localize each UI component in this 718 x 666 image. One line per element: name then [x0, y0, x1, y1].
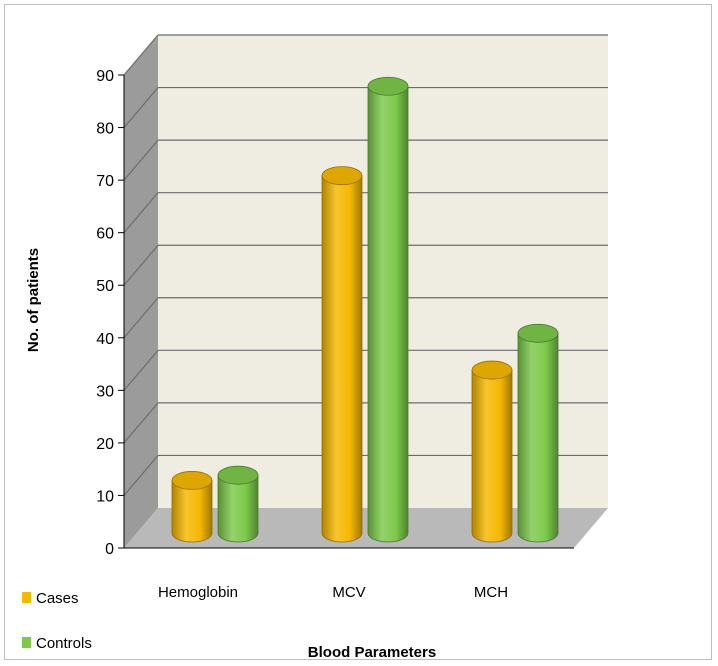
gridline-side [123, 455, 159, 496]
bar-top [367, 76, 409, 96]
bar-body [367, 85, 409, 543]
bar-top [217, 465, 259, 485]
y-tick-label: 0 [105, 541, 114, 558]
x-tick-label: MCH [474, 584, 508, 601]
bar-cases-hemoglobin [171, 471, 213, 543]
side-wall [124, 35, 158, 548]
y-tick-label: 20 [96, 436, 114, 453]
legend-label-controls: Controls [36, 635, 92, 652]
bar-top [517, 323, 559, 343]
y-axis-title: No. of patients [25, 248, 42, 352]
legend-label-cases: Cases [36, 590, 79, 607]
x-axis-title: Blood Parameters [308, 644, 436, 661]
bar-cases-mch [471, 360, 513, 543]
y-tick-label: 90 [96, 68, 114, 85]
bar-body [217, 474, 259, 543]
y-tick-label: 40 [96, 331, 114, 348]
y-tick-label: 10 [96, 488, 114, 505]
gridline-side [123, 349, 159, 391]
y-tick-label: 50 [96, 278, 114, 295]
bar-top [321, 166, 363, 186]
gridline-side [123, 402, 159, 444]
x-tick-label: Hemoglobin [158, 584, 238, 601]
bar-body [517, 332, 559, 543]
gridline-side [123, 244, 159, 286]
y-tick-label: 70 [96, 173, 114, 190]
bar-controls-mch [517, 323, 559, 543]
gridline-side [123, 297, 159, 339]
bar-body [471, 369, 513, 543]
gridline-side [123, 139, 159, 181]
bar-body [321, 175, 363, 543]
bar-controls-mcv [367, 76, 409, 543]
bar-top [171, 471, 213, 490]
y-tick-label: 30 [96, 383, 114, 400]
y-tick-label: 60 [96, 226, 114, 243]
bar-controls-hemoglobin [217, 465, 259, 543]
gridline-side [123, 87, 159, 128]
x-tick-label: MCV [332, 584, 365, 601]
legend-swatch-controls [22, 637, 31, 648]
bar-cases-mcv [321, 166, 363, 543]
gridline-side [123, 192, 159, 234]
bar-top [471, 360, 513, 380]
bar-body [171, 480, 213, 543]
y-tick-label: 80 [96, 121, 114, 138]
gridline-side [123, 34, 159, 76]
legend-swatch-cases [22, 592, 31, 603]
